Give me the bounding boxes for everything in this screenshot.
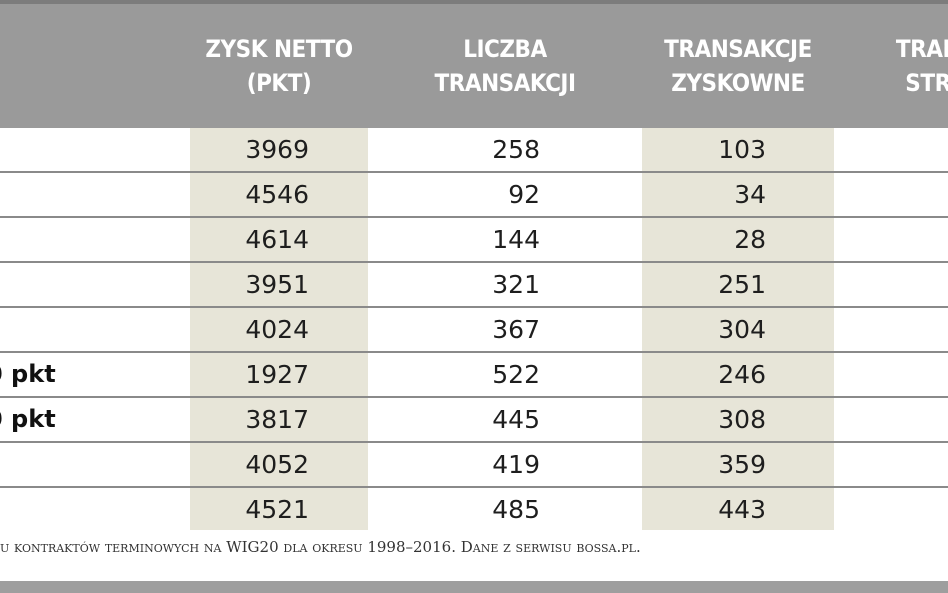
table-row: 3969 258 103	[0, 128, 948, 173]
cell-liczba-transakcji: 445	[492, 405, 540, 434]
column-band-zysk	[190, 128, 368, 530]
cell-liczba-transakcji: 321	[492, 270, 540, 299]
cell-transakcje-zyskowne: 304	[718, 315, 766, 344]
source-note: u kontraktów terminowych na WIG20 dla ok…	[0, 538, 641, 556]
table-row: 3951 321 251	[0, 263, 948, 308]
cell-zysk-netto: 3817	[245, 405, 309, 434]
cell-zysk-netto: 4052	[245, 450, 309, 479]
cell-transakcje-zyskowne: 34	[734, 180, 766, 209]
table-row: 4052 419 359	[0, 443, 948, 488]
table-row: 4521 485 443	[0, 488, 948, 533]
cell-zysk-netto: 4024	[245, 315, 309, 344]
table-row: 4024 367 304	[0, 308, 948, 353]
cell-zysk-netto: 4521	[245, 495, 309, 524]
cell-transakcje-zyskowne: 308	[718, 405, 766, 434]
header-transakcje-zyskowne: TRANSAKCJE ZYSKOWNE	[664, 35, 812, 97]
cell-liczba-transakcji: 144	[492, 225, 540, 254]
cell-transakcje-zyskowne: 246	[718, 360, 766, 389]
cell-zysk-netto: 4546	[245, 180, 309, 209]
table-row: 4546 92 34	[0, 173, 948, 218]
table-row: 4614 144 28	[0, 218, 948, 263]
cell-liczba-transakcji: 92	[508, 180, 540, 209]
cell-transakcje-zyskowne: 28	[734, 225, 766, 254]
header-zysk-netto: ZYSK NETTO (PKT)	[205, 35, 353, 97]
cell-transakcje-zyskowne: 103	[718, 135, 766, 164]
cell-zysk-netto: 1927	[245, 360, 309, 389]
footer	[0, 531, 948, 579]
cell-zysk-netto: 3969	[245, 135, 309, 164]
header-transakcje-stratne: TRAN STR	[895, 35, 948, 97]
header-liczba-transakcji: LICZBA TRANSAKCJI	[434, 35, 576, 97]
cell-liczba-transakcji: 419	[492, 450, 540, 479]
column-band-zyskowne	[642, 128, 834, 530]
table-header: ZYSK NETTO (PKT) LICZBA TRANSAKCJI TRANS…	[0, 4, 948, 128]
cell-liczba-transakcji: 485	[492, 495, 540, 524]
row-label: 0 pkt	[0, 360, 56, 388]
cell-transakcje-zyskowne: 443	[718, 495, 766, 524]
bottom-rule	[0, 581, 948, 593]
cell-zysk-netto: 4614	[245, 225, 309, 254]
table-row: 0 pkt 1927 522 246	[0, 353, 948, 398]
cell-zysk-netto: 3951	[245, 270, 309, 299]
table-row: 0 pkt 3817 445 308	[0, 398, 948, 443]
cell-transakcje-zyskowne: 359	[718, 450, 766, 479]
cell-transakcje-zyskowne: 251	[718, 270, 766, 299]
row-label: 0 pkt	[0, 405, 56, 433]
cell-liczba-transakcji: 367	[492, 315, 540, 344]
cell-liczba-transakcji: 258	[492, 135, 540, 164]
cell-liczba-transakcji: 522	[492, 360, 540, 389]
top-rule	[0, 0, 948, 4]
